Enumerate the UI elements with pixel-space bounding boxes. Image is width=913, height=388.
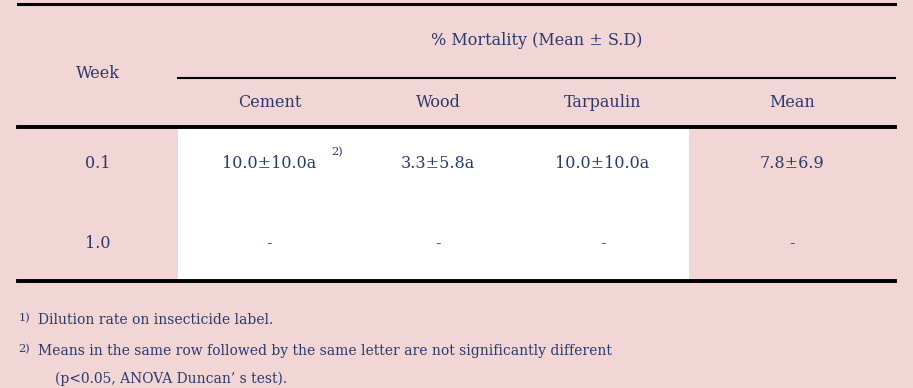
Text: Mean: Mean [769, 94, 815, 111]
Bar [178, 127, 689, 207]
Bar [18, 127, 178, 207]
Bar [18, 4, 895, 127]
Bar [18, 207, 178, 281]
Text: 3.3±5.8a: 3.3±5.8a [401, 155, 476, 172]
Text: 2): 2) [331, 147, 343, 158]
Text: -: - [789, 236, 795, 252]
Text: Wood: Wood [415, 94, 461, 111]
Text: -: - [267, 236, 272, 252]
Text: Means in the same row followed by the same letter are not significantly differen: Means in the same row followed by the sa… [38, 343, 613, 357]
Text: 2): 2) [18, 343, 30, 354]
Text: 7.8±6.9: 7.8±6.9 [760, 155, 824, 172]
Text: (p<0.05, ANOVA Duncan’ s test).: (p<0.05, ANOVA Duncan’ s test). [55, 372, 287, 386]
Text: -: - [436, 236, 441, 252]
Text: 10.0±10.0a: 10.0±10.0a [222, 155, 317, 172]
Text: 1): 1) [18, 313, 30, 324]
Text: Week: Week [76, 64, 121, 81]
Text: 1.0: 1.0 [86, 236, 110, 252]
Text: Dilution rate on insecticide label.: Dilution rate on insecticide label. [38, 313, 274, 327]
Text: 0.1: 0.1 [86, 155, 110, 172]
Text: % Mortality (Mean ± S.D): % Mortality (Mean ± S.D) [431, 32, 642, 49]
Text: Tarpaulin: Tarpaulin [564, 94, 641, 111]
Bar [178, 207, 689, 281]
Text: Cement: Cement [237, 94, 301, 111]
Bar [689, 127, 895, 207]
Text: -: - [600, 236, 605, 252]
Text: 10.0±10.0a: 10.0±10.0a [555, 155, 650, 172]
Bar [689, 207, 895, 281]
